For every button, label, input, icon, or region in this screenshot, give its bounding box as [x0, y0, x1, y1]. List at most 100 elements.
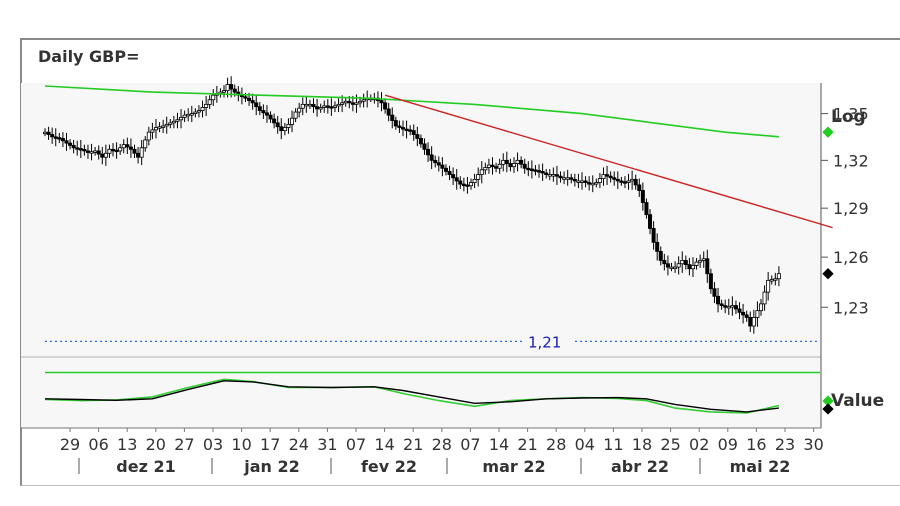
x-tick-label: 13	[117, 435, 137, 454]
x-tick-label: 06	[88, 435, 108, 454]
x-tick-label: 29	[60, 435, 80, 454]
candle-body	[748, 317, 753, 327]
candle-body	[383, 102, 388, 110]
candle-body	[64, 140, 69, 144]
x-tick-label: 18	[632, 435, 652, 454]
candle-body	[640, 190, 645, 203]
candle-body	[612, 177, 617, 180]
candle-body	[662, 260, 667, 265]
chart-title: Daily GBP=	[38, 47, 140, 66]
candle-body	[719, 303, 724, 306]
candle-body	[200, 107, 205, 111]
candle-body	[358, 100, 363, 104]
candle-body	[608, 175, 613, 179]
candle-body	[307, 103, 312, 107]
candle-body	[60, 138, 65, 142]
month-label: mai 22	[730, 457, 791, 476]
x-tick-label: 28	[546, 435, 566, 454]
x-tick-label: 03	[203, 435, 223, 454]
candle-body	[436, 162, 441, 166]
candle-body	[515, 159, 520, 164]
candle-body	[533, 169, 538, 172]
candle-body	[587, 182, 592, 185]
oscillator-signal-line	[44, 378, 780, 414]
x-tick-label: 09	[718, 435, 738, 454]
month-label: mar 22	[482, 457, 545, 476]
candle-body	[658, 250, 663, 261]
candle-body	[766, 279, 771, 293]
candle-body	[472, 178, 477, 183]
candle-body	[293, 111, 298, 119]
candle-body	[694, 261, 699, 266]
candle-body	[347, 100, 352, 104]
candle-body	[386, 108, 391, 116]
candle-body	[143, 139, 148, 149]
candle-body	[644, 202, 649, 216]
candle-body	[526, 167, 531, 171]
candle-body	[580, 180, 585, 183]
x-tick-label: 28	[432, 435, 452, 454]
candle-body	[89, 151, 94, 154]
candle-body	[576, 180, 581, 183]
candle-body	[408, 129, 413, 132]
candle-body	[708, 273, 713, 290]
candle-body	[447, 171, 452, 175]
candle-body	[290, 117, 295, 125]
candle-body	[605, 174, 610, 177]
candle-body	[443, 167, 448, 172]
x-tick-label: 25	[660, 435, 680, 454]
x-tick-label: 07	[346, 435, 366, 454]
candle-body	[451, 174, 456, 179]
x-tick-label: 02	[689, 435, 709, 454]
x-tick-label: 24	[289, 435, 309, 454]
candle-body	[633, 178, 638, 186]
candle-body	[440, 164, 445, 169]
x-tick-label: 31	[317, 435, 337, 454]
candle-body	[336, 103, 341, 107]
candle-body	[698, 260, 703, 263]
candle-body	[690, 265, 695, 270]
candle-body	[504, 159, 509, 164]
candle-body	[400, 127, 405, 130]
candle-body	[221, 90, 226, 93]
candle-body	[93, 150, 98, 153]
candle-body	[665, 263, 670, 268]
candle-body	[329, 106, 334, 109]
candle-body	[769, 279, 774, 282]
candle-body	[186, 113, 191, 117]
candle-body	[196, 110, 201, 113]
candle-body	[397, 125, 402, 128]
x-tick-label: 27	[174, 435, 194, 454]
trendline	[384, 94, 833, 229]
candle-body	[741, 311, 746, 316]
candle-body	[476, 174, 481, 180]
candle-body	[164, 124, 169, 127]
candle-body	[705, 258, 710, 275]
candle-body	[762, 291, 767, 305]
candle-body	[522, 163, 527, 169]
candle-body	[68, 142, 73, 146]
candle-body	[275, 122, 280, 128]
candle-body	[583, 180, 588, 183]
candle-body	[182, 114, 187, 118]
candle-body	[426, 148, 431, 156]
candle-body	[225, 84, 230, 92]
candle-body	[737, 308, 742, 313]
candle-body	[415, 134, 420, 139]
candle-body	[78, 148, 83, 151]
candle-body	[57, 137, 62, 140]
candle-body	[279, 126, 284, 132]
candle-body	[622, 181, 627, 184]
candle-body	[146, 131, 151, 141]
log-scale-label: Log	[831, 107, 866, 127]
candle-body	[461, 183, 466, 187]
candle-body	[111, 148, 116, 152]
x-tick-label: 07	[460, 435, 480, 454]
candle-body	[655, 241, 660, 252]
candle-body	[50, 134, 55, 138]
candle-body	[680, 260, 685, 265]
candle-body	[701, 258, 706, 261]
candle-body	[343, 100, 348, 104]
x-tick-label: 11	[603, 435, 623, 454]
candle-body	[712, 288, 717, 297]
